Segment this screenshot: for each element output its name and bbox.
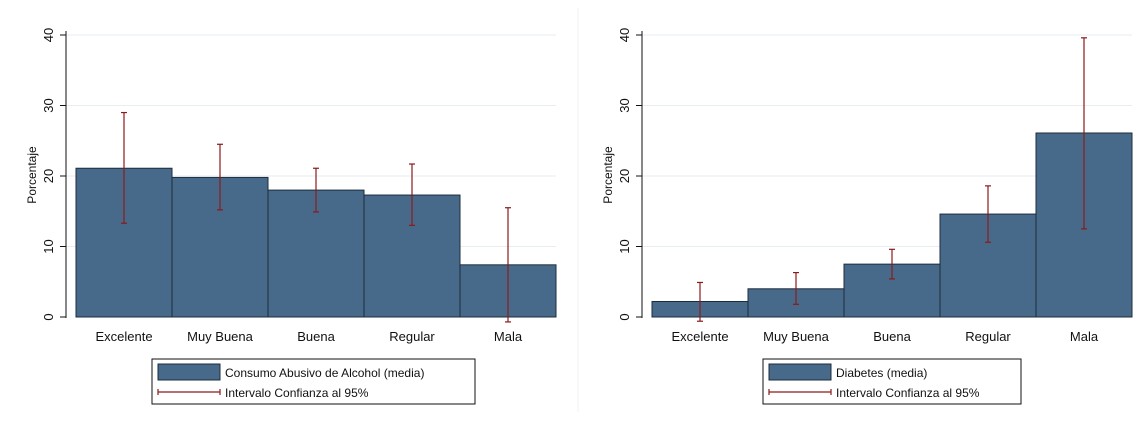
y-tick-label: 0: [617, 313, 632, 320]
chart-panel-2: 0 10 20 30 40 Porcentaje Excelente Muy Buena Bue…: [601, 28, 1133, 405]
y-tick-label: 40: [41, 28, 56, 42]
y-tick-label: 0: [41, 313, 56, 320]
x-tick-label: Excelente: [95, 329, 152, 344]
legend: Consumo Abusivo de Alcohol (media) Interv…: [151, 358, 476, 405]
y-tick-label: 10: [617, 239, 632, 253]
legend-label-series: Consumo Abusivo de Alcohol (media): [225, 366, 424, 380]
y-tick-label: 40: [617, 28, 632, 42]
x-tick-label: Mala: [1070, 329, 1099, 344]
y-tick-label: 20: [41, 169, 56, 183]
y-tick-label: 30: [617, 98, 632, 112]
legend-swatch-bar: [768, 363, 832, 381]
y-tick-label: 30: [41, 98, 56, 112]
x-tick-label: Regular: [965, 329, 1011, 344]
y-axis-label: Porcentaje: [601, 146, 615, 204]
legend-swatch-bar: [157, 363, 221, 381]
x-tick-label: Buena: [297, 329, 335, 344]
chart-panel-1: 0 10 20 30 40 Porcentaje Excelente Muy Buena Bue…: [25, 28, 557, 405]
y-tick-label: 10: [41, 239, 56, 253]
legend: Diabetes (media) Intervalo Confianza al 9…: [762, 358, 1022, 405]
x-tick-label: Mala: [494, 329, 523, 344]
x-tick-label: Muy Buena: [763, 329, 830, 344]
y-axis-label: Porcentaje: [25, 146, 39, 204]
legend-label-series: Diabetes (media): [836, 366, 927, 380]
x-tick-label: Excelente: [671, 329, 728, 344]
x-tick-label: Buena: [873, 329, 911, 344]
x-tick-label: Muy Buena: [187, 329, 254, 344]
y-tick-label: 20: [617, 169, 632, 183]
legend-label-error: Intervalo Confianza al 95%: [836, 386, 980, 400]
x-tick-label: Regular: [389, 329, 435, 344]
legend-label-error: Intervalo Confianza al 95%: [225, 386, 369, 400]
